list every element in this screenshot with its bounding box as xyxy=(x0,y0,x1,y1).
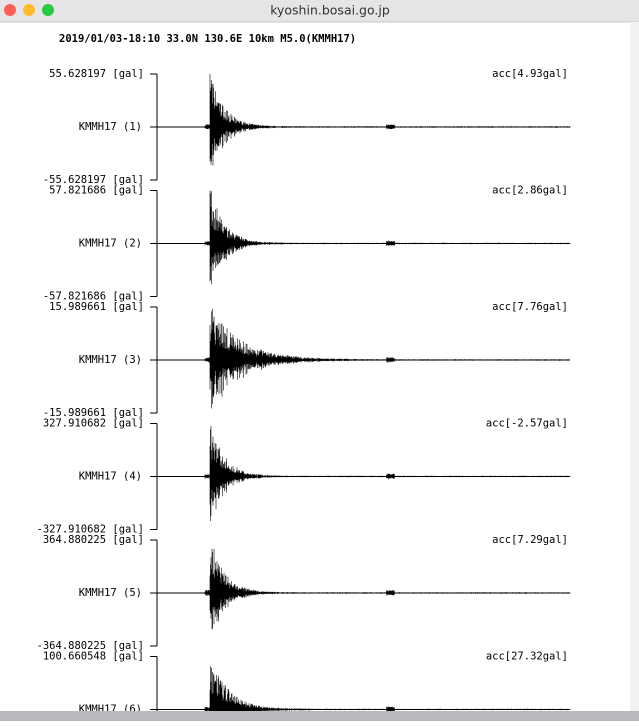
channel-label: KMMH17 (4) xyxy=(79,471,142,483)
side-strip xyxy=(630,22,639,721)
event-header: 2019/01/03-18:10 33.0N 130.6E 10km M5.0(… xyxy=(59,33,356,45)
scale-bottom-label: -55.628197 [gal] xyxy=(43,174,144,186)
acc-label: acc[7.29gal] xyxy=(492,534,568,546)
scale-bottom-label: -327.910682 [gal] xyxy=(37,524,144,536)
waveform xyxy=(204,190,571,285)
acc-label: acc[-2.57gal] xyxy=(486,418,568,430)
scale-top-label: 327.910682 [gal] xyxy=(43,418,144,430)
zoom-button[interactable] xyxy=(42,4,54,16)
scale-bottom-label: -15.989661 [gal] xyxy=(43,407,144,419)
scale-bottom-label: -57.821686 [gal] xyxy=(43,291,144,303)
acc-label: acc[2.86gal] xyxy=(492,185,568,197)
minimize-button[interactable] xyxy=(23,4,35,16)
scale-top-label: 15.989661 [gal] xyxy=(49,301,144,313)
dock-strip xyxy=(0,711,639,721)
acc-label: acc[7.76gal] xyxy=(492,301,568,313)
window-title: kyoshin.bosai.go.jp xyxy=(270,3,390,18)
acc-label: acc[4.93gal] xyxy=(492,68,568,80)
waveform xyxy=(204,425,571,521)
channel-label: KMMH17 (5) xyxy=(79,587,142,599)
channel-label: KMMH17 (3) xyxy=(79,354,142,366)
scale-top-label: 57.821686 [gal] xyxy=(49,185,144,197)
scale-bottom-label: -364.880225 [gal] xyxy=(37,640,144,652)
scale-top-label: 364.880225 [gal] xyxy=(43,534,144,546)
waveform xyxy=(204,666,571,726)
channel-label: KMMH17 (2) xyxy=(79,238,142,250)
channel-label: KMMH17 (1) xyxy=(79,121,142,133)
scale-top-label: 100.660548 [gal] xyxy=(43,651,144,663)
waveform xyxy=(204,548,571,630)
waveform xyxy=(204,309,571,409)
scale-top-label: 55.628197 [gal] xyxy=(49,68,144,80)
waveform xyxy=(204,74,571,166)
title-bar xyxy=(0,0,639,22)
acc-label: acc[27.32gal] xyxy=(486,651,568,663)
close-button[interactable] xyxy=(4,4,16,16)
